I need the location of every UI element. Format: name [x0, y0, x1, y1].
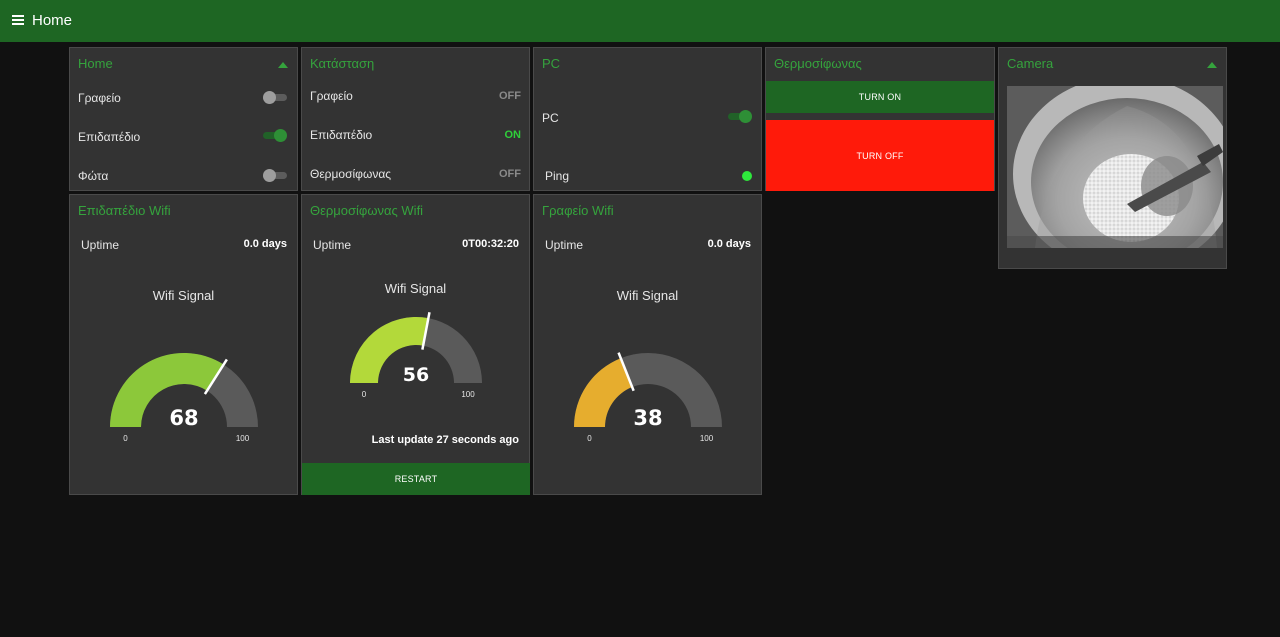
card-title: Κατάσταση	[310, 56, 375, 71]
camera-card: Camera	[998, 47, 1227, 269]
status-value-heater: OFF	[499, 168, 521, 180]
lights-toggle-switch[interactable]	[263, 169, 287, 182]
card-title: Γραφείο Wifi	[542, 203, 614, 218]
status-value-office: OFF	[499, 90, 521, 102]
card-title: Θερμοσίφωνας	[774, 56, 862, 71]
uptime-label: Uptime	[545, 238, 584, 252]
gauge-title: Wifi Signal	[384, 281, 447, 296]
status-value-floor: ON	[504, 129, 522, 141]
floor-heating-toggle-switch[interactable]	[263, 129, 287, 142]
gauge-title: Wifi Signal	[616, 288, 679, 303]
floor-wifi-card: Επιδαπέδιο Wifi Uptime 0.0 days Wifi Sig…	[69, 194, 298, 495]
gauge-max-label: 100	[461, 390, 475, 399]
gauge-fill	[350, 317, 429, 383]
page-title: Home	[32, 12, 73, 29]
gauge-needle	[203, 358, 228, 395]
status-row-label-heater: Θερμοσίφωνας	[310, 167, 392, 181]
card-title: Επιδαπέδιο Wifi	[78, 203, 171, 218]
restart-button[interactable]: RESTART	[302, 463, 530, 495]
gauge-value: 68	[169, 406, 198, 430]
office-wifi-card: Γραφείο Wifi Uptime 0.0 days Wifi Signal…	[533, 194, 762, 495]
pc-toggle-switch[interactable]	[728, 110, 752, 123]
ping-status-dot	[742, 171, 752, 181]
camera-feed-picture	[1007, 86, 1223, 248]
gauge-title: Wifi Signal	[152, 288, 215, 303]
card-title: Camera	[1007, 56, 1054, 71]
gauge-fill	[110, 353, 224, 427]
status-row-label-floor: Επιδαπέδιο	[310, 128, 373, 142]
ping-label: Ping	[545, 169, 570, 183]
last-update-text: Last update 27 seconds ago	[371, 434, 519, 446]
office-toggle-switch[interactable]	[263, 91, 287, 104]
turn-on-button[interactable]: TURN ON	[766, 81, 994, 113]
card-title: Θερμοσίφωνας Wifi	[310, 203, 424, 218]
uptime-label: Uptime	[313, 238, 352, 252]
gauge-fill	[574, 358, 633, 427]
gauge-min-label: 0	[123, 434, 128, 443]
uptime-label: Uptime	[81, 238, 120, 252]
uptime-value: 0.0 days	[707, 238, 751, 250]
gauge-value: 56	[403, 364, 429, 386]
gauge-min-label: 0	[362, 390, 367, 399]
wifi-signal-gauge: 68 0 100	[110, 353, 258, 443]
status-card: Κατάσταση Γραφείο OFF Επιδαπέδιο ON Θερμ…	[301, 47, 530, 191]
collapse-up-icon[interactable]	[1207, 62, 1217, 68]
status-row-label-office: Γραφείο	[310, 89, 353, 103]
gauge-min-label: 0	[587, 434, 592, 443]
wifi-signal-gauge: 56 0 100	[350, 312, 482, 399]
home-row-label-office: Γραφείο	[78, 91, 121, 105]
gauge-needle	[421, 312, 431, 350]
top-bar: Home	[0, 0, 1280, 42]
camera-feed-image	[1007, 86, 1223, 248]
card-title: PC	[542, 56, 561, 71]
gauge-needle	[617, 352, 635, 392]
gauge-max-label: 100	[236, 434, 250, 443]
uptime-value: 0.0 days	[243, 238, 287, 250]
pc-switch-label: PC	[542, 111, 559, 125]
wifi-signal-gauge: 38 0 100	[574, 352, 722, 443]
heater-wifi-card: Θερμοσίφωνας Wifi Uptime 0T00:32:20 Wifi…	[301, 194, 530, 495]
gauge-value: 38	[633, 406, 662, 430]
hamburger-menu-icon[interactable]	[12, 15, 24, 25]
home-row-label-floor: Επιδαπέδιο	[78, 130, 141, 144]
pc-card: PC PC Ping	[533, 47, 762, 191]
heater-card: Θερμοσίφωνας TURN ON TURN OFF	[765, 47, 995, 191]
turn-off-button[interactable]: TURN OFF	[766, 120, 994, 191]
collapse-up-icon[interactable]	[278, 62, 288, 68]
card-title: Home	[78, 56, 113, 71]
home-row-label-lights: Φώτα	[78, 169, 109, 183]
gauge-max-label: 100	[700, 434, 714, 443]
home-card: Home Γραφείο Επιδαπέδιο Φώτα	[69, 47, 298, 191]
uptime-value: 0T00:32:20	[462, 238, 519, 250]
